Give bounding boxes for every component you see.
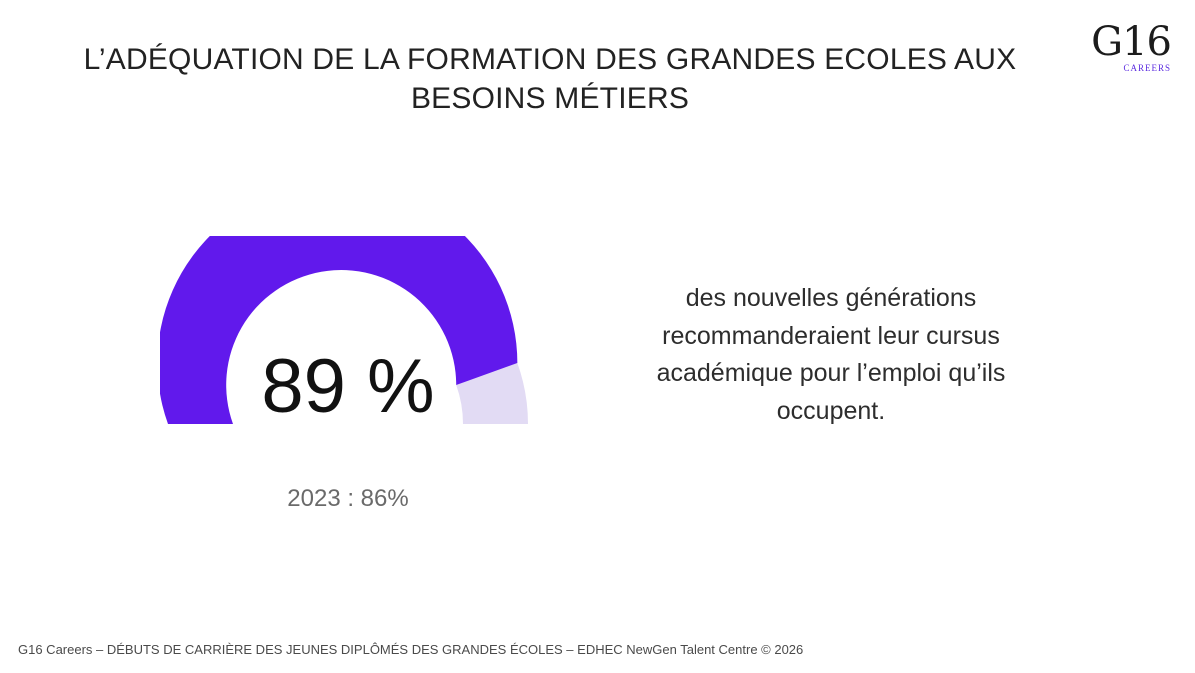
gauge-chart bbox=[160, 236, 528, 424]
description-text: des nouvelles générations recommanderaie… bbox=[600, 280, 1062, 430]
description-line: académique pour l’emploi qu’ils bbox=[656, 359, 1006, 387]
page-title-line-2: BESOINS MÉTIERS bbox=[410, 82, 690, 115]
gauge-comparison-label: 2023 : 86% bbox=[287, 485, 409, 512]
brand-logo-subtitle: CAREERS bbox=[1123, 63, 1171, 73]
footer-text: G16 Careers – DÉBUTS DE CARRIÈRE DES JEU… bbox=[18, 642, 804, 657]
description-line: occupent. bbox=[776, 396, 886, 425]
gauge-remainder-arc bbox=[456, 363, 528, 424]
gauge-value-arc bbox=[160, 236, 518, 424]
gauge-value-label: 89 % bbox=[261, 344, 435, 429]
page-title-line-1: L’ADÉQUATION DE LA FORMATION DES GRANDES… bbox=[83, 43, 1017, 76]
brand-logo: G16 CAREERS bbox=[1085, 19, 1172, 73]
brand-logo-mark: G16 bbox=[1091, 19, 1172, 65]
description-line: des nouvelles générations bbox=[685, 284, 977, 312]
description-line: recommanderaient leur cursus bbox=[662, 321, 1000, 350]
page-title: L’ADÉQUATION DE LA FORMATION DES GRANDES… bbox=[40, 40, 1060, 118]
